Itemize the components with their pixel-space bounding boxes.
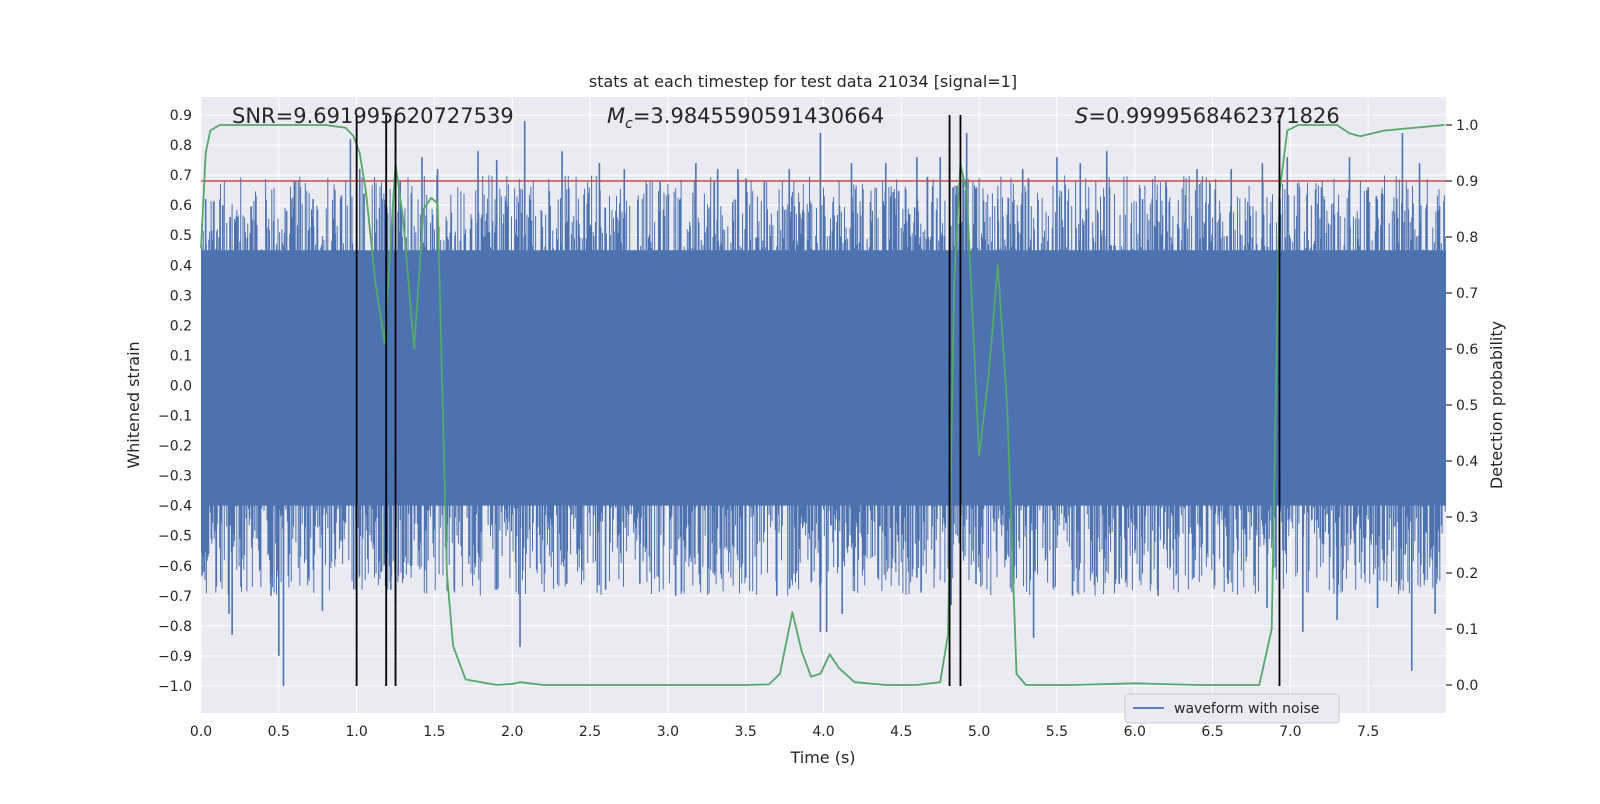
y2-tick-label: 0.9: [1456, 174, 1478, 190]
chirp-mass-value: =3.9845590591430664: [633, 104, 884, 128]
x-tick-label: 2.5: [579, 724, 601, 740]
detection-probability-line: [200, 124, 1445, 686]
chirp-mass-subscript: c: [625, 116, 633, 132]
score-value: =0.9999568462371826: [1088, 104, 1339, 128]
x-tick-label: 5.0: [968, 724, 990, 740]
y-tick-label: −0.7: [158, 589, 192, 605]
y-tick-label: 0.5: [170, 228, 192, 244]
chart-title: stats at each timestep for test data 210…: [589, 72, 1017, 91]
x-tick-label: 0.0: [190, 724, 212, 740]
y-tick-label: 0.2: [170, 318, 192, 334]
x-tick-label: 0.5: [268, 724, 290, 740]
x-tick-label: 7.5: [1357, 724, 1379, 740]
y-tick-label: 0.3: [170, 288, 192, 304]
y-tick-label: 0.7: [170, 168, 192, 184]
y2-axis-label: Detection probability: [1487, 321, 1506, 489]
x-tick-label: 2.0: [501, 724, 523, 740]
y-axis-ticks: 0.9 0.8 0.7 0.6 0.5 0.4 0.3 0.2 0.1 0.0 −0.1 −0.2 −0…: [158, 108, 192, 695]
legend: waveform with noise: [1124, 693, 1340, 724]
y-tick-label: 0.6: [170, 198, 192, 214]
chirp-mass-annotation: Mc=3.9845590591430664: [607, 104, 884, 132]
y-axis-label: Whitened strain: [124, 341, 143, 468]
y2-tick-label: 0.0: [1456, 678, 1478, 694]
chirp-mass-symbol: M: [607, 104, 625, 128]
y-tick-label: −0.9: [158, 649, 192, 665]
x-tick-label: 3.5: [735, 724, 757, 740]
x-tick-label: 6.0: [1124, 724, 1146, 740]
x-tick-label: 1.0: [345, 724, 367, 740]
score-symbol: S: [1075, 104, 1088, 128]
y-tick-label: −0.8: [158, 619, 192, 635]
y-tick-label: −0.5: [158, 529, 192, 545]
x-tick-label: 4.5: [890, 724, 912, 740]
legend-label-waveform: waveform with noise: [1174, 701, 1319, 717]
waveform-series: [201, 121, 1446, 686]
y-tick-label: −0.3: [158, 469, 192, 485]
y2-tick-label: 0.8: [1456, 230, 1478, 246]
data-layer: [200, 115, 1446, 686]
y-tick-label: 0.9: [170, 108, 192, 124]
annotations: SNR=9.691995620727539 Mc=3.98455905914306…: [232, 104, 1340, 132]
x-tick-label: 6.5: [1201, 724, 1223, 740]
x-axis-ticks: 0.0 0.5 1.0 1.5 2.0 2.5 3.0 3.5 4.0 4.5 5.0 5.5 6.0 6…: [190, 724, 1379, 740]
waveform-noise-trace: [201, 175, 1446, 596]
x-axis-label: Time (s): [789, 748, 855, 767]
score-annotation: S=0.9999568462371826: [1075, 104, 1340, 128]
snr-annotation: SNR=9.691995620727539: [232, 104, 514, 128]
x-tick-label: 3.0: [657, 724, 679, 740]
y-tick-label: 0.1: [170, 348, 192, 364]
y-tick-label: 0.0: [170, 378, 192, 394]
y2-tick-label: 0.2: [1456, 566, 1478, 582]
y-tick-label: −0.6: [158, 559, 192, 575]
y2-tick-label: 0.6: [1456, 342, 1478, 358]
y-tick-label: −0.4: [158, 499, 192, 515]
y-tick-label: 0.8: [170, 138, 192, 154]
legend-box: [1124, 693, 1340, 724]
y-tick-label: −0.1: [158, 409, 192, 425]
x-tick-label: 7.0: [1279, 724, 1301, 740]
y2-axis-ticks: 1.0 0.9 0.8 0.7 0.6 0.5 0.4 0.3 0.2 0.1 0.0: [1446, 118, 1478, 694]
y2-tick-label: 0.4: [1456, 454, 1478, 470]
y2-tick-label: 0.1: [1456, 622, 1478, 638]
x-tick-label: 1.5: [423, 724, 445, 740]
x-tick-label: 5.5: [1046, 724, 1068, 740]
x-tick-label: 4.0: [812, 724, 834, 740]
y2-tick-label: 0.5: [1456, 398, 1478, 414]
y2-tick-label: 0.3: [1456, 510, 1478, 526]
y2-tick-label: 0.7: [1456, 286, 1478, 302]
y2-tick-label: 1.0: [1456, 118, 1478, 134]
y-tick-label: 0.4: [170, 258, 192, 274]
y-tick-label: −1.0: [158, 679, 192, 695]
y-tick-label: −0.2: [158, 439, 192, 455]
